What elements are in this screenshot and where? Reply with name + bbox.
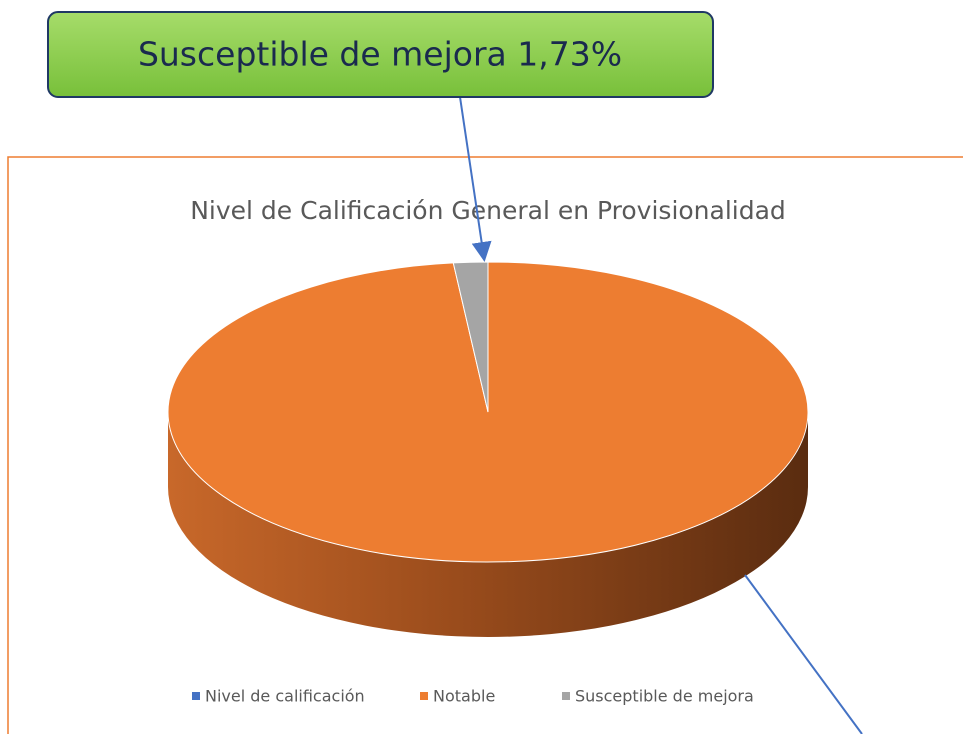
legend-label: Nivel de calificación <box>205 687 365 706</box>
legend: Nivel de calificación Notable Susceptible … <box>192 687 754 706</box>
leader-line <box>744 574 863 734</box>
annotation-arrow <box>459 96 492 262</box>
legend-marker <box>562 692 570 700</box>
annotation-box <box>47 11 714 98</box>
pie-slice <box>452 261 489 413</box>
chart-title: Nivel de Calificación General en Provisi… <box>190 196 786 225</box>
pie-side <box>168 412 808 637</box>
legend-label: Susceptible de mejora <box>575 687 754 706</box>
pie <box>167 261 809 637</box>
legend-label: Notable <box>433 687 495 706</box>
chart-border <box>7 156 963 734</box>
legend-marker <box>420 692 428 700</box>
annotation-text: Susceptible de mejora 1,73% <box>138 35 622 74</box>
legend-marker <box>192 692 200 700</box>
